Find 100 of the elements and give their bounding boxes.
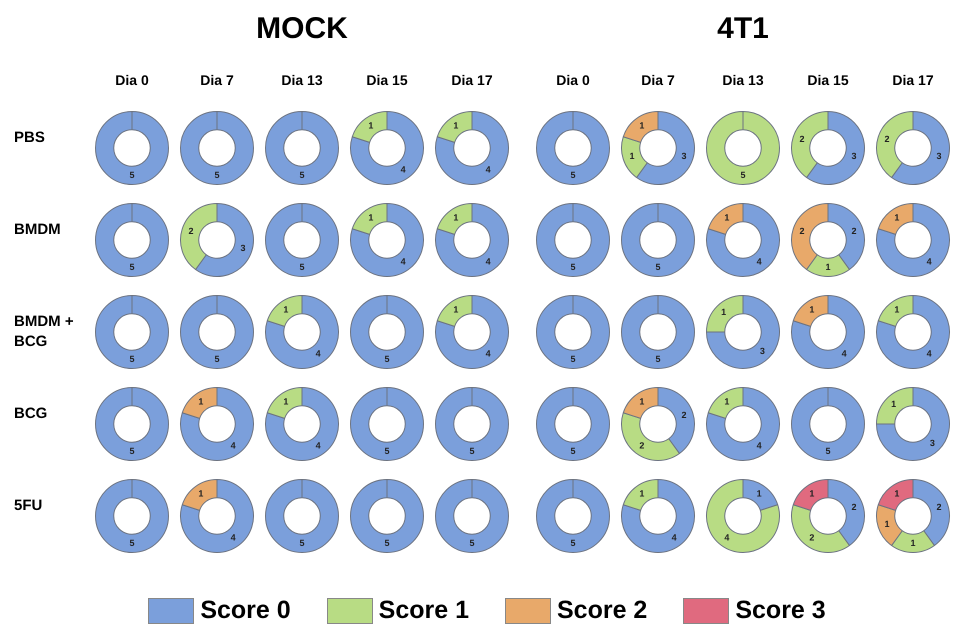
text: BCG	[14, 404, 48, 424]
data-label: 1	[639, 396, 644, 406]
data-label: 4	[926, 348, 932, 359]
data-label: 2	[884, 134, 890, 144]
data-label: 4	[842, 348, 847, 359]
data-label: 4	[316, 440, 321, 451]
data-label: 5	[299, 538, 305, 548]
data-label: 2	[639, 440, 644, 451]
text: 4T1	[716, 12, 770, 46]
data-label: 5	[129, 354, 135, 364]
data-label: 5	[469, 538, 475, 548]
text: BMDM	[14, 220, 62, 240]
legend-label: Score 1	[378, 596, 469, 624]
text: Dia 15	[806, 72, 850, 88]
data-label: 4	[672, 532, 677, 543]
data-label: 5	[384, 538, 390, 548]
data-label: 5	[214, 170, 220, 180]
legend-label: Score 3	[735, 596, 826, 624]
data-label: 5	[299, 170, 305, 180]
data-label: 5	[570, 446, 576, 456]
data-label: 2	[799, 226, 804, 236]
data-label: 1	[724, 396, 730, 406]
data-label: 5	[129, 170, 135, 180]
data-label: 1	[894, 488, 900, 498]
data-label: 1	[894, 212, 900, 222]
data-label: 5	[570, 170, 576, 180]
text: Dia 17	[891, 72, 935, 88]
data-label: 5	[129, 446, 135, 456]
data-label: 1	[198, 488, 204, 498]
data-label: 5	[825, 446, 831, 456]
data-label: 3	[682, 150, 687, 161]
text: Dia 0	[555, 72, 591, 88]
data-label: 1	[894, 304, 900, 314]
data-label: 4	[230, 532, 236, 543]
data-label: 5	[655, 354, 661, 364]
data-label: 1	[756, 488, 762, 498]
data-label: 5	[655, 262, 661, 272]
data-label: 4	[400, 256, 406, 267]
data-label: 5	[129, 262, 135, 272]
data-label: 1	[724, 212, 730, 222]
data-label: 5	[570, 262, 576, 272]
data-label: 1	[639, 488, 644, 498]
data-label: 1	[884, 518, 890, 529]
text: MOCK	[255, 12, 349, 46]
data-label: 4	[756, 440, 762, 451]
data-label: 1	[453, 120, 458, 130]
data-label: 4	[486, 256, 491, 267]
data-label: 2	[799, 134, 804, 144]
data-label: 1	[283, 396, 288, 406]
data-label: 3	[930, 438, 935, 448]
data-label: 5	[740, 170, 746, 180]
text: Dia 15	[365, 72, 409, 88]
data-label: 1	[809, 488, 814, 498]
data-label: 4	[756, 256, 762, 267]
data-label: 3	[240, 242, 246, 253]
data-label: 1	[629, 150, 634, 161]
data-label: 5	[384, 446, 390, 456]
data-label: 3	[852, 150, 857, 161]
data-label: 1	[453, 212, 458, 222]
text: PBS	[14, 128, 46, 148]
data-label: 5	[129, 538, 135, 548]
text: Dia 7	[640, 72, 676, 88]
data-label: 1	[639, 120, 644, 130]
text: BMDM + BCG	[14, 312, 75, 352]
data-label: 4	[400, 164, 406, 175]
data-label: 4	[486, 348, 491, 359]
data-label: 1	[891, 399, 896, 410]
data-label: 4	[486, 164, 491, 175]
data-label: 5	[299, 262, 305, 272]
text: 5FU	[14, 496, 44, 516]
data-label: 2	[936, 502, 942, 512]
text: Dia 17	[450, 72, 494, 88]
data-label: 5	[214, 354, 220, 364]
data-label: 3	[936, 150, 942, 161]
data-label: 4	[926, 256, 932, 267]
data-label: 1	[825, 262, 831, 272]
data-label: 2	[852, 502, 857, 512]
text: Dia 0	[114, 72, 150, 88]
data-label: 2	[809, 532, 814, 543]
data-label: 1	[283, 304, 288, 314]
data-label: 3	[760, 346, 765, 356]
data-label: 1	[809, 304, 814, 314]
data-label: 2	[188, 226, 194, 236]
data-label: 2	[852, 226, 857, 236]
data-label: 1	[453, 304, 458, 314]
data-label: 5	[570, 538, 576, 548]
data-label: 5	[570, 354, 576, 364]
legend-label: Score 2	[557, 596, 648, 624]
text: Dia 13	[721, 72, 765, 88]
data-label: 1	[368, 120, 374, 130]
data-label: 1	[910, 538, 916, 548]
data-label: 1	[721, 307, 726, 318]
data-label: 1	[198, 396, 204, 406]
data-label: 2	[682, 410, 687, 420]
text: Dia 13	[280, 72, 324, 88]
text: Dia 7	[199, 72, 235, 88]
data-label: 4	[724, 532, 730, 543]
data-label: 5	[469, 446, 475, 456]
data-label: 4	[230, 440, 236, 451]
legend-label: Score 0	[200, 596, 291, 624]
